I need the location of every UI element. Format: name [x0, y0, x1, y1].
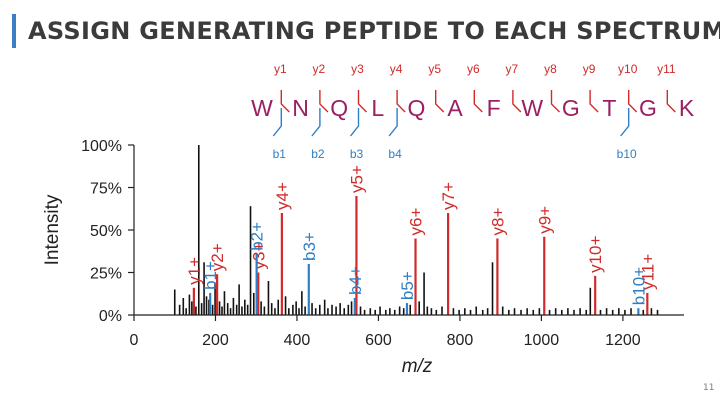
b-fragment-bracket: [620, 108, 630, 137]
y-ion-peak-label: y11+: [638, 254, 657, 290]
y-tick-label: 50%: [90, 223, 122, 240]
peptide-residue: T: [602, 95, 616, 121]
y-ion-peak-label: y7+: [439, 182, 458, 210]
y-fragment-bracket: [628, 90, 638, 113]
y-ion-peak-label: y2+: [208, 243, 227, 271]
x-tick-label: 400: [284, 332, 311, 349]
y-fragment-label: y8: [544, 62, 557, 76]
y-axis-label: Intensity: [42, 194, 63, 265]
y-ion-peak-label: y1+: [185, 257, 204, 285]
b-fragment-bracket: [272, 108, 282, 137]
y-fragment-bracket: [666, 90, 676, 113]
y-fragment-label: y2: [313, 62, 326, 76]
slide-title: ASSIGN GENERATING PEPTIDE TO EACH SPECTR…: [28, 17, 720, 45]
y-fragment-label: y9: [583, 62, 596, 76]
x-tick-label: 1200: [605, 332, 641, 349]
b-fragment-label: b10: [617, 147, 637, 161]
b-ion-peak-label: b2+: [248, 222, 267, 251]
peptide-residue: K: [679, 95, 695, 121]
y-fragment-bracket: [357, 90, 367, 113]
peptide-residue: Q: [330, 95, 348, 121]
b-fragment-label: b4: [388, 147, 402, 161]
y-ion-peak-label: y5+: [347, 165, 366, 193]
x-tick-label: 800: [447, 332, 474, 349]
slide-page-number: 11: [703, 383, 715, 393]
y-fragment-bracket: [396, 90, 406, 113]
b-fragment-label: b2: [311, 147, 325, 161]
y-fragment-label: y7: [506, 62, 519, 76]
title-accent-bar: [12, 14, 16, 48]
y-fragment-bracket: [589, 90, 599, 113]
y-tick-label: 100%: [81, 138, 122, 155]
y-fragment-label: y6: [467, 62, 480, 76]
x-tick-label: 200: [202, 332, 229, 349]
chart-axes: 0% 25% 50% 75% 100% 0 200 400 600 800 1000 1200 m/z I…: [42, 138, 684, 377]
y-fragment-bracket: [319, 90, 329, 113]
spectrum-peaks: y1+ y2+ y3+ y4+ y5+ y6+ y7+ y8+ y9+ y10+ y11+ b1+ b2…: [173, 145, 659, 315]
b-fragment-bracket: [311, 108, 321, 137]
peptide-residue: W: [521, 95, 543, 121]
b-fragment-bracket: [349, 108, 360, 137]
peptide-residue: G: [562, 95, 580, 121]
y-fragment-bracket: [550, 90, 560, 113]
y-fragment-bracket: [473, 90, 483, 113]
b-ion-peak-label: b5+: [398, 271, 417, 300]
peptide-residue: L: [371, 95, 384, 121]
b-fragment-label: b3: [350, 147, 364, 161]
x-tick-label: 0: [130, 332, 139, 349]
y-ion-peak-label: y3+: [249, 242, 268, 270]
y-tick-label: 25%: [90, 266, 122, 283]
y-ion-peak-label: y4+: [273, 182, 292, 210]
peptide-residue: W: [251, 95, 273, 121]
y-ion-peak-label: y8+: [488, 208, 507, 236]
y-fragment-label: y1: [274, 62, 287, 76]
y-fragment-label: y3: [351, 62, 364, 76]
y-fragment-label: y10: [618, 62, 638, 76]
b-ion-peak-label: b10+: [629, 267, 648, 305]
b-ion-peak-label: b4+: [346, 266, 365, 295]
y-ion-peak-label: y6+: [407, 208, 426, 236]
x-tick-label: 600: [365, 332, 392, 349]
y-ion-peak-label: y10+: [586, 235, 605, 272]
b-fragment-label: b1: [273, 147, 287, 161]
y-tick-label: 0%: [99, 308, 122, 325]
b-ion-peak-label: b3+: [300, 232, 319, 261]
y-tick-label: 75%: [90, 181, 122, 198]
peptide-residue: G: [639, 95, 657, 121]
y-fragment-label: y5: [428, 62, 441, 76]
y-fragment-label: y4: [390, 62, 403, 76]
b-ion-peak-label: b1+: [201, 261, 220, 290]
b-fragment-bracket: [388, 108, 398, 137]
peptide-residue: A: [447, 95, 463, 121]
x-axis-label: m/z: [402, 356, 433, 377]
y-fragment-bracket: [280, 90, 290, 113]
y-fragment-bracket: [512, 90, 522, 113]
peptide-residue: F: [487, 95, 501, 121]
y-fragment-label: y11: [657, 62, 676, 76]
y-ion-peak-label: y9+: [535, 206, 554, 234]
x-tick-label: 1000: [524, 332, 560, 349]
y-fragment-bracket: [435, 90, 445, 113]
peptide-residue: Q: [407, 95, 425, 121]
peptide-residue: N: [292, 95, 309, 121]
